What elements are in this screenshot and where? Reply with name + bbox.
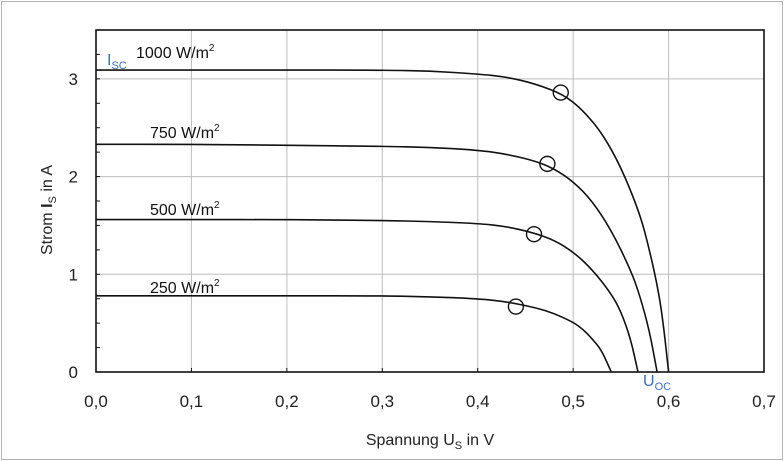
plot-area-border <box>95 29 765 373</box>
x-tick-label: 0,4 <box>466 392 490 411</box>
curve-labels: 1000 W/m2 750 W/m2 500 W/m2 250 W/m2 <box>136 43 220 297</box>
mpp-marker <box>525 226 543 243</box>
y-tick-label: 1 <box>69 265 78 284</box>
x-axis-label: Spannung US in V <box>366 432 495 452</box>
mpp-marker <box>539 155 556 173</box>
isc-annotation: ISC <box>107 52 127 72</box>
y-tick-labels: 0 1 2 3 <box>69 70 78 382</box>
isc-sub: SC <box>111 60 126 72</box>
series-label: 750 W/m2 <box>150 123 220 142</box>
series-label: 500 W/m2 <box>150 200 220 219</box>
series-curve <box>96 218 639 373</box>
x-tick-label: 0,3 <box>370 392 394 411</box>
y-tick-label: 2 <box>69 168 78 187</box>
mpp-markers <box>507 84 569 315</box>
y-tick-label: 3 <box>69 70 78 89</box>
series-label: 1000 W/m2 <box>136 43 215 62</box>
mpp-marker <box>552 84 569 101</box>
series-curve <box>95 69 670 373</box>
uoc-main: U <box>643 373 655 390</box>
x-tick-label: 0,6 <box>657 392 681 411</box>
uoc-sub: OC <box>655 381 672 393</box>
curves <box>95 69 670 373</box>
series-curve <box>95 143 658 373</box>
uoc-annotation: UOC <box>643 373 671 393</box>
x-tick-labels: 0,0 0,1 0,2 0,3 0,4 0,5 0,6 0,7 <box>84 392 776 411</box>
x-tick-label: 0,2 <box>275 392 299 411</box>
grid-lines <box>96 30 764 372</box>
mpp-marker <box>507 298 525 315</box>
minor-ticks <box>95 29 765 373</box>
y-axis-label: Strom IS in A <box>39 165 59 255</box>
x-tick-label: 0,1 <box>180 392 204 411</box>
x-tick-label: 0,7 <box>752 392 776 411</box>
x-tick-label: 0,0 <box>84 392 108 411</box>
x-tick-label: 0,5 <box>561 392 585 411</box>
y-tick-label: 0 <box>69 363 78 382</box>
series-label: 250 W/m2 <box>150 278 220 297</box>
isc-main: I <box>107 52 111 69</box>
series-curve <box>96 294 613 373</box>
